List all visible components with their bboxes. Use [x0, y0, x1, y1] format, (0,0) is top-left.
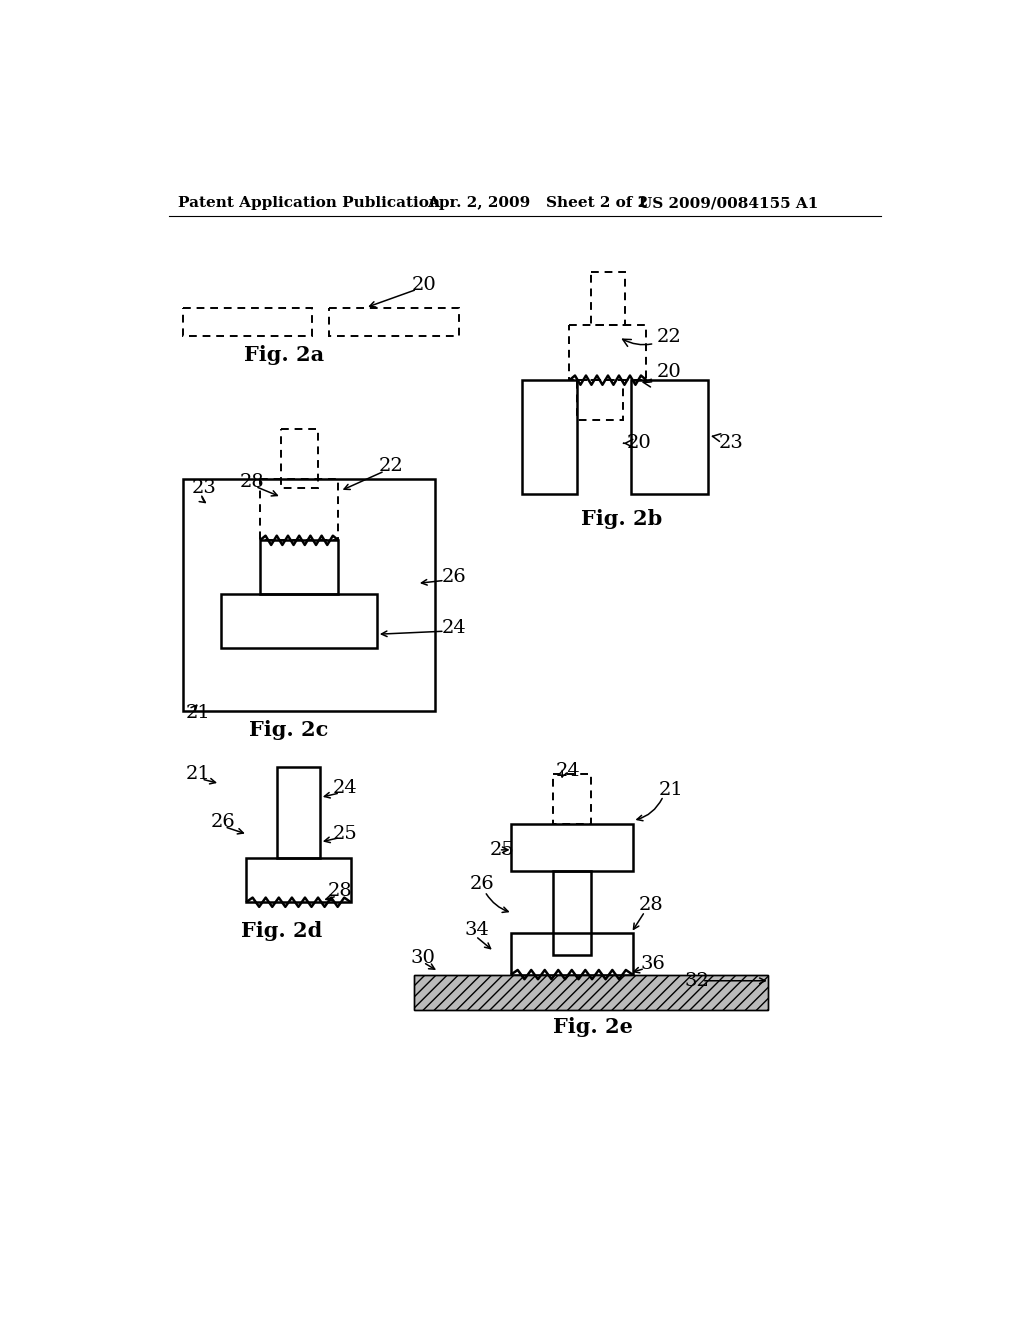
- Bar: [330, 308, 459, 335]
- Text: 26: 26: [441, 569, 466, 586]
- Text: 26: 26: [469, 875, 495, 892]
- Text: 20: 20: [643, 363, 682, 387]
- Bar: [414, 974, 768, 1010]
- Bar: [578, 380, 624, 420]
- Text: 23: 23: [713, 434, 743, 453]
- Text: 26: 26: [211, 813, 236, 832]
- Text: 25: 25: [333, 825, 357, 843]
- Text: 24: 24: [556, 762, 581, 780]
- Text: 20: 20: [412, 276, 436, 294]
- Text: 34: 34: [465, 921, 489, 939]
- Text: 21: 21: [186, 704, 211, 722]
- Text: 32: 32: [685, 972, 710, 990]
- Text: Fig. 2d: Fig. 2d: [241, 921, 323, 941]
- Bar: [414, 974, 768, 1010]
- Text: Fig. 2a: Fig. 2a: [245, 345, 325, 364]
- Text: Fig. 2e: Fig. 2e: [553, 1016, 633, 1038]
- Bar: [276, 767, 319, 858]
- Bar: [553, 871, 591, 954]
- Bar: [221, 594, 377, 648]
- Bar: [260, 479, 339, 540]
- Text: US 2009/0084155 A1: US 2009/0084155 A1: [639, 197, 818, 210]
- Text: 21: 21: [658, 781, 684, 799]
- Bar: [183, 308, 312, 335]
- Bar: [281, 429, 317, 488]
- Text: 25: 25: [489, 841, 514, 859]
- Bar: [569, 325, 646, 380]
- Text: Apr. 2, 2009   Sheet 2 of 2: Apr. 2, 2009 Sheet 2 of 2: [427, 197, 648, 210]
- Text: 28: 28: [240, 473, 264, 491]
- Text: 28: 28: [328, 883, 352, 900]
- Text: 28: 28: [639, 896, 664, 915]
- Text: 22: 22: [623, 329, 682, 346]
- Text: 21: 21: [186, 766, 211, 783]
- Text: 24: 24: [333, 779, 357, 797]
- Text: 20: 20: [624, 434, 651, 453]
- Bar: [521, 380, 578, 494]
- Bar: [511, 933, 633, 974]
- Bar: [246, 858, 351, 903]
- Bar: [511, 824, 633, 871]
- Text: 22: 22: [379, 458, 403, 475]
- Text: 30: 30: [411, 949, 436, 966]
- Text: Fig. 2c: Fig. 2c: [249, 719, 328, 739]
- Text: Fig. 2b: Fig. 2b: [582, 508, 663, 529]
- Bar: [591, 272, 625, 325]
- Text: 23: 23: [193, 479, 217, 496]
- Text: Patent Application Publication: Patent Application Publication: [178, 197, 440, 210]
- Text: 24: 24: [441, 619, 466, 638]
- Bar: [631, 380, 708, 494]
- Bar: [553, 775, 591, 824]
- Bar: [183, 479, 435, 711]
- Bar: [260, 540, 339, 594]
- Text: 36: 36: [640, 954, 666, 973]
